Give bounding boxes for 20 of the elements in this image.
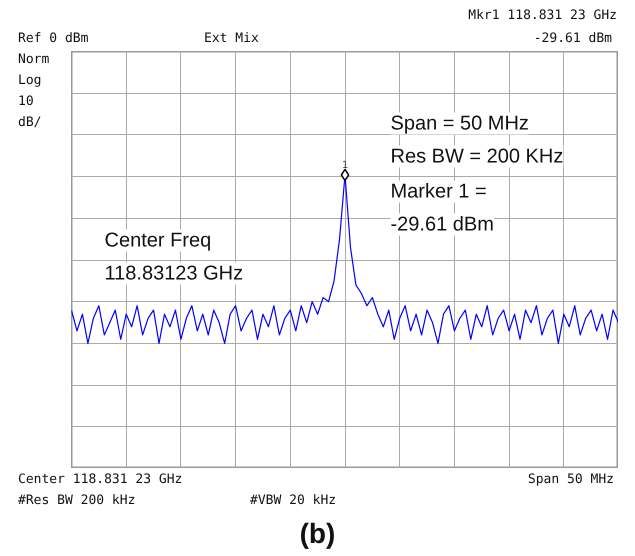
text: dB/ — [18, 114, 42, 132]
annotation: -29.61 dBm — [390, 214, 494, 236]
text: Ref 0 dBm — [18, 30, 88, 48]
text: 10 — [18, 93, 34, 111]
text: #Res BW 200 kHz — [18, 492, 136, 510]
text: #VBW 20 kHz — [250, 492, 336, 510]
text: Log — [18, 72, 42, 90]
annotation: Res BW = 200 KHz — [390, 146, 564, 168]
text: (b) — [300, 517, 336, 551]
annotation: Span = 50 MHz — [390, 112, 529, 134]
annotation: 1 — [342, 160, 348, 171]
annotation: Marker 1 = — [390, 180, 487, 202]
text: -29.61 dBm — [534, 30, 612, 48]
text: Mkr1 118.831 23 GHz — [468, 7, 617, 25]
text: Norm — [18, 51, 50, 69]
text: Span 50 MHz — [528, 471, 614, 489]
annotation: Center Freq — [104, 230, 212, 252]
annotation: 118.83123 GHz — [104, 262, 244, 284]
text: Center 118.831 23 GHz — [18, 471, 182, 489]
text: Ext Mix — [204, 30, 259, 48]
